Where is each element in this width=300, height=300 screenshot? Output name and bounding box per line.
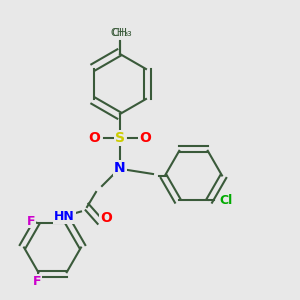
Text: CH₃: CH₃ — [111, 28, 129, 38]
Text: F: F — [26, 215, 35, 228]
Text: O: O — [140, 131, 152, 145]
Text: S: S — [115, 131, 125, 145]
Text: F: F — [32, 275, 41, 288]
Text: CH₃: CH₃ — [111, 28, 132, 38]
Text: HN: HN — [54, 209, 75, 223]
Text: Cl: Cl — [219, 194, 232, 207]
Text: O: O — [100, 211, 112, 224]
Text: N: N — [114, 161, 126, 175]
Text: O: O — [88, 131, 101, 145]
